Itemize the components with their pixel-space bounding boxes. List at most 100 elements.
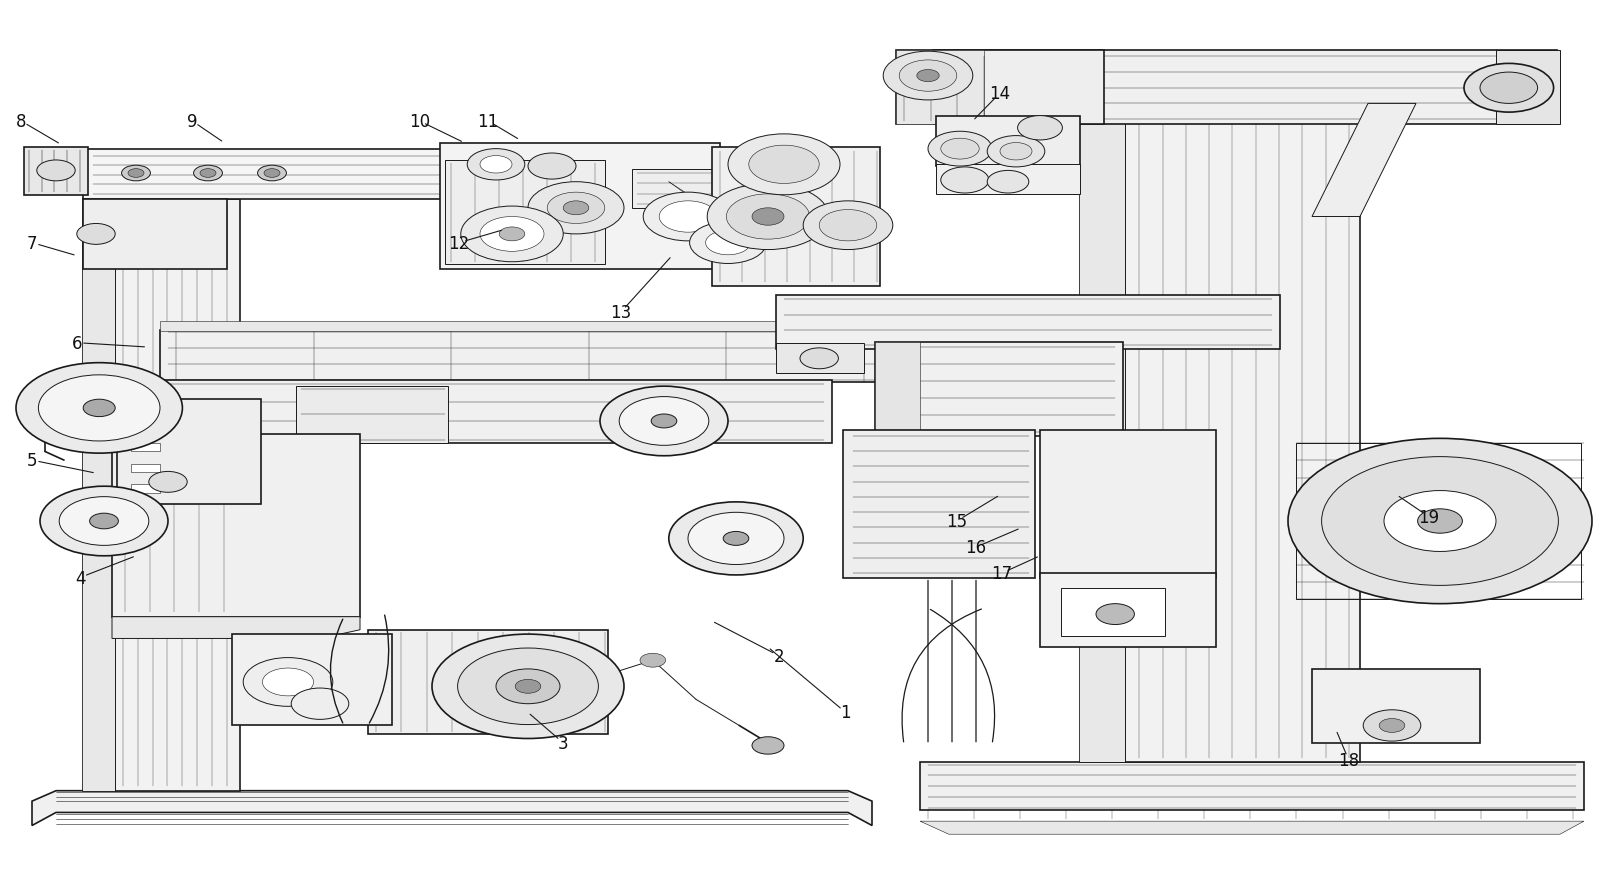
Bar — [1496, 51, 1560, 125]
Circle shape — [496, 669, 560, 704]
Text: 1: 1 — [840, 704, 851, 721]
Bar — [896, 51, 1104, 125]
Circle shape — [726, 195, 810, 240]
Circle shape — [499, 228, 525, 242]
Bar — [1040, 574, 1216, 647]
Bar — [875, 342, 920, 436]
Circle shape — [458, 648, 598, 725]
Bar — [936, 116, 1080, 167]
Text: 11: 11 — [477, 113, 499, 130]
Circle shape — [200, 169, 216, 178]
Bar — [232, 634, 392, 726]
Text: 9: 9 — [187, 113, 197, 130]
Circle shape — [669, 502, 803, 575]
Circle shape — [515, 680, 541, 693]
Bar — [933, 51, 1557, 125]
Circle shape — [1379, 719, 1405, 733]
Bar — [776, 295, 1280, 349]
Text: 18: 18 — [1338, 752, 1360, 769]
Bar — [24, 148, 88, 196]
Bar — [936, 165, 1080, 195]
Bar — [1040, 430, 1216, 578]
Circle shape — [194, 166, 222, 182]
Text: 12: 12 — [448, 235, 470, 252]
Circle shape — [883, 52, 973, 101]
Circle shape — [600, 387, 728, 456]
Bar — [1080, 102, 1360, 762]
Circle shape — [258, 166, 286, 182]
Text: 14: 14 — [989, 85, 1011, 103]
Bar — [843, 430, 1035, 578]
Circle shape — [122, 166, 150, 182]
Bar — [160, 322, 888, 332]
Polygon shape — [32, 791, 872, 826]
Circle shape — [987, 136, 1045, 168]
Circle shape — [619, 397, 709, 446]
Circle shape — [1418, 509, 1462, 534]
Text: 13: 13 — [610, 304, 632, 322]
Circle shape — [40, 487, 168, 556]
Text: 5: 5 — [27, 452, 37, 469]
Circle shape — [917, 70, 939, 83]
Circle shape — [651, 415, 677, 428]
Circle shape — [528, 182, 624, 235]
Bar — [1080, 102, 1125, 762]
Circle shape — [1363, 710, 1421, 741]
Bar — [131, 401, 160, 410]
Circle shape — [563, 202, 589, 216]
Polygon shape — [112, 617, 360, 639]
Circle shape — [547, 193, 605, 224]
Circle shape — [819, 210, 877, 242]
Circle shape — [803, 202, 893, 250]
Circle shape — [243, 658, 333, 706]
Circle shape — [16, 363, 182, 454]
Circle shape — [643, 193, 733, 242]
Circle shape — [688, 513, 784, 565]
Circle shape — [432, 634, 624, 739]
Text: 6: 6 — [72, 335, 82, 352]
Circle shape — [1096, 604, 1134, 625]
Bar — [131, 485, 160, 494]
Text: 4: 4 — [75, 569, 85, 587]
Circle shape — [128, 169, 144, 178]
Circle shape — [480, 217, 544, 252]
Circle shape — [706, 231, 750, 255]
Circle shape — [59, 497, 149, 546]
Bar — [712, 148, 880, 287]
Bar — [632, 169, 720, 209]
Bar — [296, 387, 448, 443]
Bar — [1296, 443, 1581, 600]
Circle shape — [291, 688, 349, 720]
Bar — [624, 148, 688, 210]
Polygon shape — [1312, 104, 1416, 217]
Circle shape — [987, 171, 1029, 194]
Bar — [920, 762, 1584, 810]
Text: 2: 2 — [774, 647, 784, 665]
Text: 19: 19 — [1418, 508, 1440, 526]
Circle shape — [1000, 143, 1032, 161]
Circle shape — [723, 532, 749, 546]
Circle shape — [1480, 73, 1538, 104]
Circle shape — [752, 209, 784, 226]
Circle shape — [899, 61, 957, 92]
Text: 17: 17 — [990, 565, 1013, 582]
Bar — [112, 434, 360, 617]
Circle shape — [728, 135, 840, 196]
Circle shape — [941, 139, 979, 160]
Bar — [776, 343, 864, 374]
Text: 8: 8 — [16, 113, 26, 130]
Bar — [445, 161, 605, 265]
Circle shape — [528, 154, 576, 180]
Circle shape — [1288, 439, 1592, 604]
Bar — [875, 342, 1123, 436]
Circle shape — [928, 132, 992, 167]
Circle shape — [480, 156, 512, 174]
Bar — [131, 422, 160, 431]
Circle shape — [262, 668, 314, 696]
Bar — [83, 149, 675, 200]
Text: 16: 16 — [965, 539, 987, 556]
Bar — [83, 200, 115, 791]
Circle shape — [749, 146, 819, 184]
Bar — [440, 143, 720, 269]
Text: 7: 7 — [27, 235, 37, 252]
